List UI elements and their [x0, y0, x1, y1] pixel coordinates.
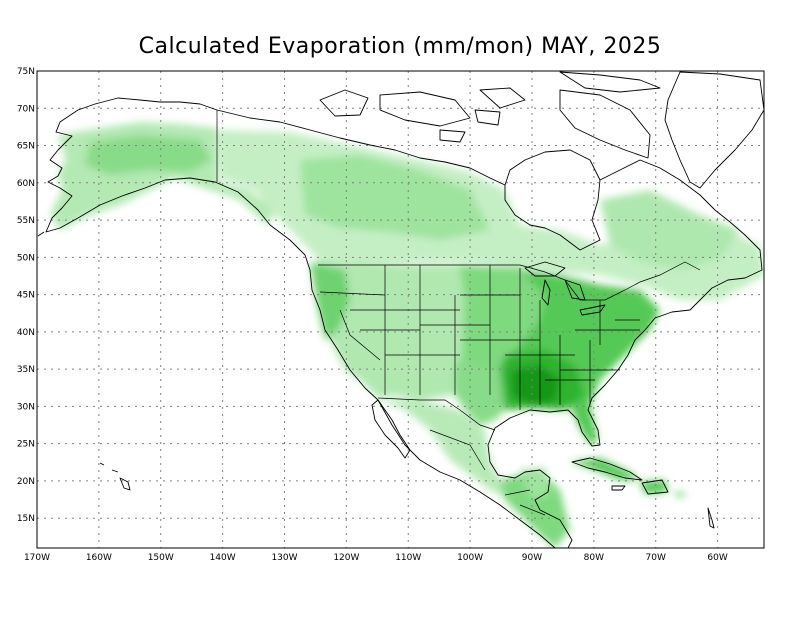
political-borders [216, 110, 701, 516]
shade-quebec [600, 190, 740, 270]
lat-tick-label: 60N [17, 179, 35, 189]
coast-hispaniola [641, 479, 669, 495]
lon-tick-label: 140W [210, 553, 236, 563]
coast-victoria [379, 91, 471, 127]
lon-tick-label: 90W [522, 553, 542, 563]
shade-florida [570, 405, 598, 445]
border-us-states-west [319, 265, 490, 395]
lat-tick-label: 50N [17, 253, 35, 263]
lat-tick-label: 75N [17, 67, 35, 77]
coast-jamaica [611, 485, 626, 491]
coast-alaska [45, 97, 271, 233]
lon-tick-label: 160W [86, 553, 112, 563]
coast-lesser-antilles [707, 507, 715, 529]
coast-baja [371, 399, 411, 459]
shade-hispaniola [640, 480, 668, 494]
coastlines [37, 71, 764, 548]
lon-tick-label: 70W [646, 553, 666, 563]
coast-aleutians [37, 231, 45, 237]
coast-lake-superior [524, 261, 566, 277]
graticule [37, 71, 764, 548]
border-us-canada [318, 261, 701, 301]
shade-pacific-nw [310, 262, 350, 340]
shade-alaska-inner [85, 135, 212, 175]
border-us-states-east [545, 300, 640, 405]
lon-tick-label: 150W [148, 553, 174, 563]
coast-islands-small [439, 87, 526, 143]
coast-canada-arctic [216, 109, 506, 186]
lat-tick-label: 30N [17, 402, 35, 412]
lon-tick-label: 100W [457, 553, 483, 563]
lat-tick-label: 20N [17, 477, 35, 487]
lon-tick-label: 110W [395, 553, 421, 563]
map-title: Calculated Evaporation (mm/mon) MAY, 202… [138, 34, 662, 59]
shade-central-america [500, 470, 570, 548]
lat-tick-label: 45N [17, 291, 35, 301]
border-us-mexico [377, 397, 496, 431]
longitude-labels: 170W 160W 150W 140W 130W 120W 110W 100W 90W 80W 70… [24, 553, 728, 563]
plot-area [37, 71, 764, 548]
coast-cuba [571, 457, 643, 481]
lat-tick-label: 25N [17, 440, 35, 450]
shade-texas [455, 360, 505, 425]
plot-frame [36, 70, 765, 549]
border-us-states-central [460, 265, 575, 410]
coast-banks [319, 89, 369, 117]
border-mexico-states [429, 429, 546, 516]
coast-baffin [559, 89, 651, 159]
lon-tick-label: 80W [584, 553, 604, 563]
lon-tick-label: 130W [271, 553, 297, 563]
coast-ellesmere [559, 71, 661, 93]
lat-tick-label: 35N [17, 365, 35, 375]
lat-tick-label: 65N [17, 142, 35, 152]
lat-tick-label: 15N [17, 514, 35, 524]
coast-greenland [664, 71, 764, 189]
latitude-labels: 75N 70N 65N 60N 55N 50N 45N 40N 35N 30N 25N 20N 15N [17, 67, 35, 524]
shade-deep-south [512, 365, 560, 405]
evaporation-shading [50, 122, 764, 548]
shade-cuba [570, 458, 640, 480]
lon-tick-label: 60W [707, 553, 727, 563]
lat-tick-label: 40N [17, 328, 35, 338]
coast-hudson-bay [504, 149, 601, 251]
coast-hawaii [99, 462, 131, 491]
lon-tick-label: 120W [333, 553, 359, 563]
shade-central-us [460, 265, 555, 395]
lat-tick-label: 55N [17, 216, 35, 226]
coast-lake-michigan [541, 279, 551, 306]
shade-west-us [318, 262, 470, 400]
shade-mexico [378, 400, 540, 510]
lat-tick-label: 70N [17, 104, 35, 114]
shade-puerto-rico [675, 492, 685, 497]
shade-canada-mid [300, 155, 490, 240]
lon-tick-label: 170W [24, 553, 50, 563]
